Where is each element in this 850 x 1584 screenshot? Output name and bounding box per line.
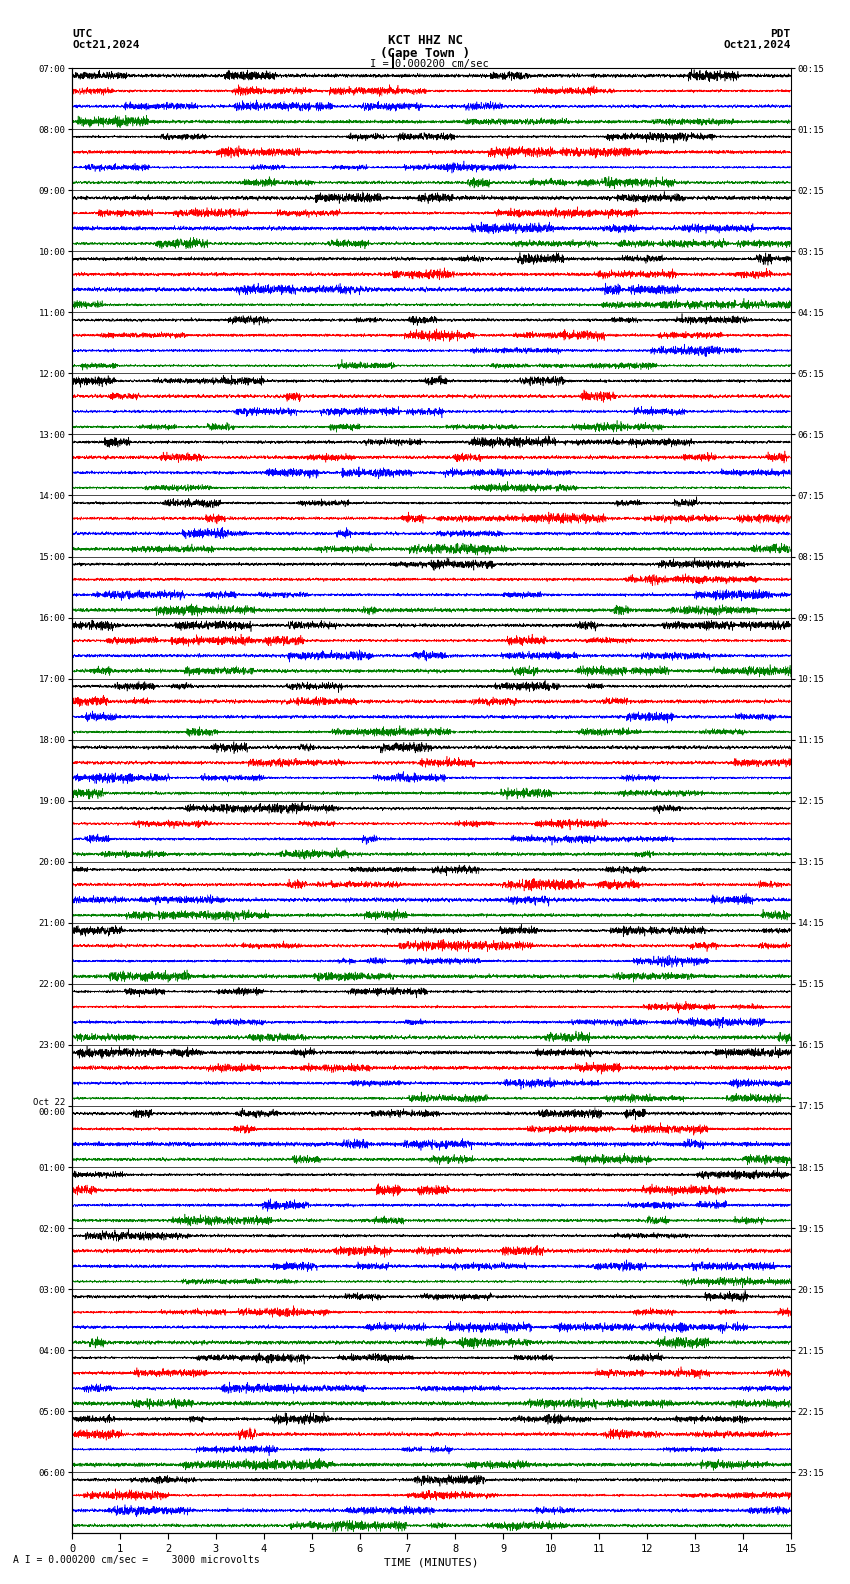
- Text: A I = 0.000200 cm/sec =    3000 microvolts: A I = 0.000200 cm/sec = 3000 microvolts: [13, 1555, 259, 1565]
- Text: I = 0.000200 cm/sec: I = 0.000200 cm/sec: [370, 59, 489, 68]
- Text: UTC: UTC: [72, 29, 93, 38]
- Text: Oct21,2024: Oct21,2024: [72, 40, 139, 49]
- Text: Oct21,2024: Oct21,2024: [723, 40, 791, 49]
- Text: KCT HHZ NC: KCT HHZ NC: [388, 33, 462, 48]
- Text: (Cape Town ): (Cape Town ): [380, 46, 470, 60]
- Text: PDT: PDT: [770, 29, 790, 38]
- X-axis label: TIME (MINUTES): TIME (MINUTES): [384, 1559, 479, 1568]
